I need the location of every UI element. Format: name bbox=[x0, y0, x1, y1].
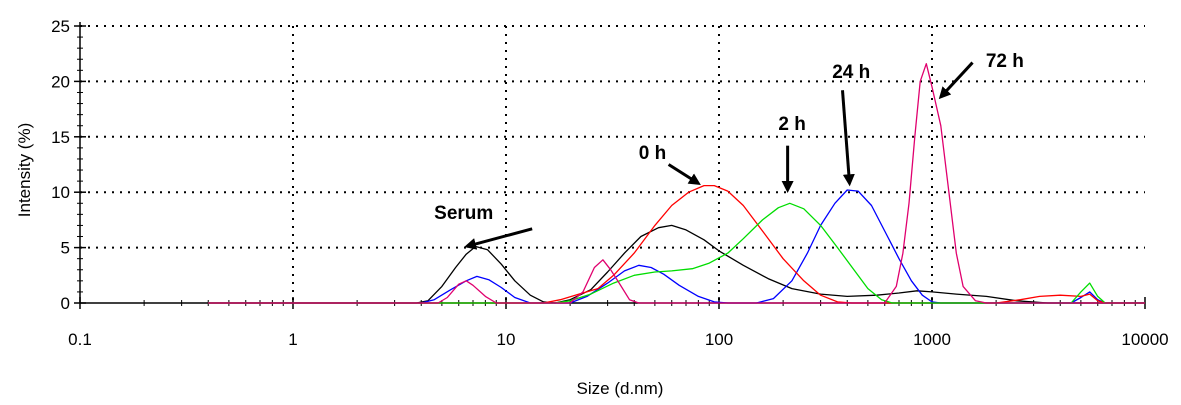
y-tick-label: 5 bbox=[61, 239, 70, 258]
x-tick-label: 0.1 bbox=[68, 330, 92, 349]
annotation-label: 24 h bbox=[832, 62, 870, 83]
series-line-3 bbox=[208, 184, 1145, 304]
series-line-5 bbox=[208, 63, 1145, 304]
annotations: Serum 0 h 2 h 24 h 72 h bbox=[434, 51, 1024, 250]
axes: 0 5 10 15 20 25 0.1 1 10 100 1000 10000 bbox=[51, 17, 1169, 349]
x-tick-label: 1000 bbox=[913, 330, 951, 349]
y-tick-label: 0 bbox=[61, 294, 70, 313]
series-line-4 bbox=[208, 202, 1145, 304]
series-line-2 bbox=[208, 189, 1145, 304]
grid bbox=[80, 25, 1145, 303]
y-axis-title: Intensity (%) bbox=[15, 123, 34, 217]
y-tick-label: 10 bbox=[51, 183, 70, 202]
y-tick-label: 25 bbox=[51, 17, 70, 36]
annotation-label: 72 h bbox=[986, 51, 1024, 72]
annotation-label: 0 h bbox=[639, 143, 666, 164]
y-tick-label: 20 bbox=[51, 72, 70, 91]
annotation-label: Serum bbox=[434, 203, 493, 224]
x-tick-label: 1 bbox=[288, 330, 297, 349]
x-axis-title: Size (d.nm) bbox=[577, 379, 664, 398]
x-tick-label: 10000 bbox=[1121, 330, 1168, 349]
annotation-arrow bbox=[667, 163, 701, 185]
x-tick-label: 100 bbox=[705, 330, 733, 349]
y-tick-label: 15 bbox=[51, 128, 70, 147]
annotation-arrow bbox=[464, 227, 533, 250]
annotation-label: 2 h bbox=[778, 114, 805, 135]
series-line-1 bbox=[208, 224, 1145, 304]
series bbox=[208, 63, 1145, 304]
annotation-arrow bbox=[938, 61, 974, 100]
x-tick-label: 10 bbox=[497, 330, 516, 349]
annotation-arrow bbox=[840, 90, 855, 187]
